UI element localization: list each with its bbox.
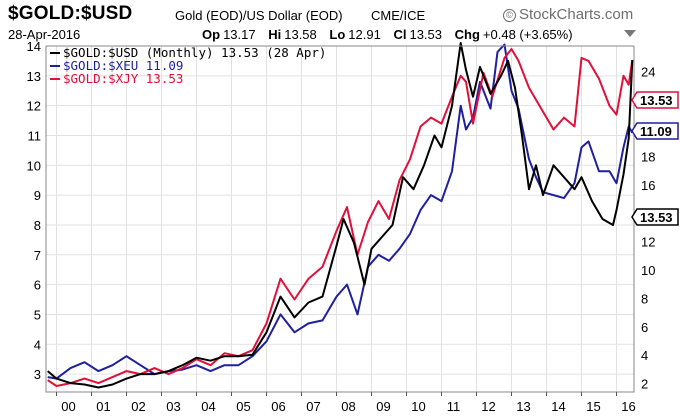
copyright-icon: ©: [503, 9, 516, 22]
x-tick-label: 06: [271, 399, 285, 414]
open-label: Op: [202, 27, 221, 42]
x-tick-label: 05: [236, 399, 250, 414]
plot-frame: [45, 45, 635, 393]
right-tick-label: 16: [641, 178, 655, 193]
x-tick-label: 02: [131, 399, 145, 414]
low-label: Lo: [329, 27, 346, 42]
high-value: 13.58: [284, 27, 317, 42]
right-tick-label: 4: [641, 348, 648, 363]
right-tick-label: 6: [641, 320, 648, 335]
legend-entry: $GOLD:$XEU 11.09: [63, 58, 183, 73]
right-tick-label: 12: [641, 235, 655, 250]
chart-grid: [46, 45, 634, 392]
left-tick-label: 13: [27, 69, 41, 84]
quote-date: 28-Apr-2016: [8, 27, 81, 42]
left-tick-label: 3: [34, 367, 41, 382]
value-box-text: 13.53: [640, 93, 673, 108]
close-label: Cl: [393, 27, 407, 42]
value-box: [631, 91, 679, 109]
left-tick-label: 6: [34, 278, 41, 293]
change-label: Chg: [454, 27, 480, 42]
last-value-label-xjy: 13.53: [631, 91, 679, 109]
chart-series: [47, 42, 634, 389]
series-line-goldxeu: [47, 43, 634, 380]
x-tick-label: 09: [376, 399, 390, 414]
left-tick-label: 14: [27, 39, 41, 54]
left-tick-label: 10: [27, 158, 41, 173]
stockcharts-logo[interactable]: © StockCharts.com: [503, 6, 633, 23]
left-tick-label: 7: [34, 248, 41, 263]
open-value: 13.17: [223, 27, 256, 42]
value-box-text: 11.09: [640, 124, 672, 139]
right-tick-label: 18: [641, 150, 655, 165]
dropdown-arrow-icon[interactable]: [624, 30, 636, 38]
x-tick-label: 13: [516, 399, 530, 414]
x-tick-label: 04: [201, 399, 215, 414]
x-tick-label: 00: [61, 399, 75, 414]
x-tick-label: 12: [481, 399, 495, 414]
value-box: [631, 122, 679, 140]
right-tick-label: 24: [641, 65, 655, 80]
x-tick-label: 08: [341, 399, 355, 414]
last-value-labels: 13.53 11.09 13.53: [631, 91, 679, 226]
logo-text: StockCharts.com: [519, 6, 634, 23]
left-tick-label: 8: [34, 218, 41, 233]
left-tick-label: 9: [34, 188, 41, 203]
x-tick-label: 15: [586, 399, 600, 414]
x-tick-label: 07: [306, 399, 320, 414]
high-label: Hi: [268, 27, 282, 42]
x-tick-label: 01: [96, 399, 110, 414]
legend-entry: $GOLD:$USD (Monthly) 13.53 (28 Apr): [63, 45, 326, 60]
left-tick-label: 12: [27, 99, 41, 114]
left-tick-label: 11: [28, 128, 42, 143]
exchange-label: CME/ICE: [371, 8, 426, 23]
last-value-label-usd: 13.53: [631, 208, 679, 226]
last-value-label-xeu: 11.09: [631, 122, 679, 140]
x-tick-label: 10: [411, 399, 425, 414]
x-tick-label: 14: [551, 399, 565, 414]
right-tick-label: 10: [641, 263, 655, 278]
right-tick-label: 2: [641, 376, 648, 391]
ticker-title: $GOLD:$USD: [8, 3, 133, 24]
left-tick-label: 5: [34, 307, 41, 322]
legend-entry: $GOLD:$XJY 13.53: [63, 71, 183, 86]
x-tick-label: 16: [621, 399, 635, 414]
right-tick-label: 8: [641, 291, 648, 306]
chart-legend: $GOLD:$USD (Monthly) 13.53 (28 Apr)$GOLD…: [50, 45, 326, 86]
symbol-description: Gold (EOD)/US Dollar (EOD): [175, 8, 343, 23]
value-box: [631, 208, 679, 226]
series-line-goldxjy: [47, 48, 634, 387]
low-value: 12.91: [348, 27, 381, 42]
left-tick-label: 4: [34, 337, 41, 352]
change-value: +0.48 (+3.65%): [482, 27, 573, 42]
ohlc-readout: Op 13.17 Hi 13.58 Lo 12.91 Cl 13.53 Chg +0.48…: [202, 27, 573, 42]
chart-header: $GOLD:$USD Gold (EOD)/US Dollar (EOD) CM…: [0, 0, 680, 46]
x-tick-label: 03: [166, 399, 180, 414]
close-value: 13.53: [409, 27, 443, 42]
value-box-text: 13.53: [640, 210, 673, 225]
x-tick-label: 11: [447, 399, 461, 414]
series-line-goldusd: [47, 42, 634, 389]
